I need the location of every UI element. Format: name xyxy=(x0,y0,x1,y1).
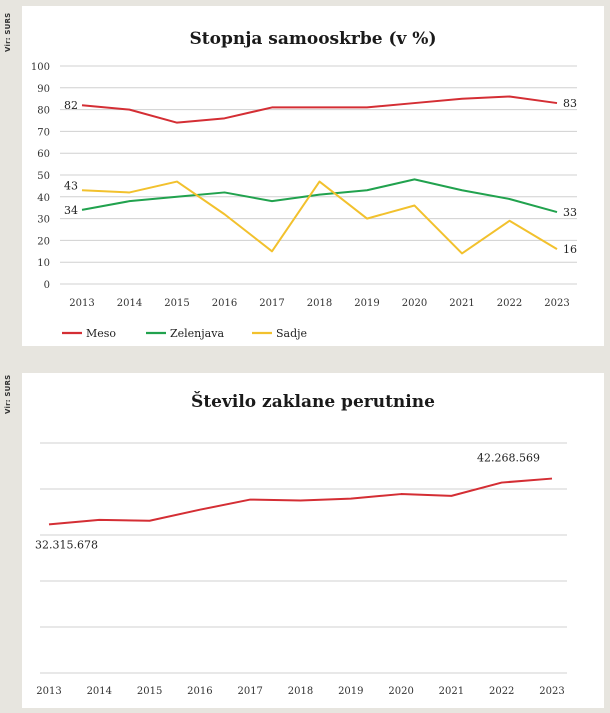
series-end-label: 33 xyxy=(563,206,577,219)
x-tick-label: 2022 xyxy=(497,298,522,309)
x-tick-label: 2019 xyxy=(354,298,379,309)
x-tick-label: 2015 xyxy=(137,686,162,697)
y-tick-label: 100 xyxy=(31,62,50,73)
x-tick-label: 2022 xyxy=(489,686,514,697)
chart-panel-self-sufficiency: Stopnja samooskrbe (v %) 100 90 80 70 60 50 40 3… xyxy=(22,6,604,346)
chart-panel-poultry: Število zaklane perutnine 2013 2014 2015 201… xyxy=(22,373,604,708)
y-tick-label: 60 xyxy=(37,149,50,160)
x-tick-label: 2017 xyxy=(259,298,284,309)
x-tick-label: 2013 xyxy=(36,686,61,697)
chart-title: Stopnja samooskrbe (v %) xyxy=(189,29,436,49)
y-tick-label: 40 xyxy=(37,193,50,204)
y-tick-label: 20 xyxy=(37,236,50,247)
series-start-label: 34 xyxy=(64,204,78,217)
x-tick-label: 2021 xyxy=(439,686,464,697)
y-tick-label: 30 xyxy=(37,215,50,226)
y-tick-label: 10 xyxy=(37,258,50,269)
x-tick-label: 2016 xyxy=(212,298,237,309)
x-tick-label: 2018 xyxy=(307,298,332,309)
x-tick-label: 2023 xyxy=(539,686,564,697)
x-tick-label: 2013 xyxy=(69,298,94,309)
x-tick-label: 2019 xyxy=(338,686,363,697)
x-tick-label: 2014 xyxy=(87,686,112,697)
chart-title: Število zaklane perutnine xyxy=(191,391,435,412)
x-tick-label: 2023 xyxy=(544,298,569,309)
poultry-chart: Število zaklane perutnine 2013 2014 2015 201… xyxy=(35,391,567,697)
x-tick-label: 2018 xyxy=(288,686,313,697)
series-start-label: 82 xyxy=(64,99,78,112)
x-tick-label: 2015 xyxy=(164,298,189,309)
x-tick-label: 2020 xyxy=(388,686,413,697)
legend-label: Zelenjava xyxy=(170,327,224,340)
y-tick-label: 50 xyxy=(37,171,50,182)
series-line-sadje xyxy=(81,180,558,255)
series-start-label: 32.315.678 xyxy=(35,538,98,551)
x-tick-label: 2020 xyxy=(402,298,427,309)
y-tick-label: 0 xyxy=(44,280,50,291)
series-line xyxy=(48,477,553,526)
y-tick-label: 70 xyxy=(37,127,50,138)
series-end-label: 42.268.569 xyxy=(477,452,540,465)
self-sufficiency-chart: Stopnja samooskrbe (v %)1009080706050403… xyxy=(31,29,577,340)
x-tick-label: 2017 xyxy=(237,686,262,697)
source-label: Vir: SURS xyxy=(4,374,12,414)
source-label: Vir: SURS xyxy=(4,12,12,52)
series-end-label: 83 xyxy=(563,97,577,110)
y-tick-label: 80 xyxy=(37,106,50,117)
legend-label: Sadje xyxy=(276,327,307,340)
series-start-label: 43 xyxy=(64,179,78,192)
x-tick-label: 2021 xyxy=(449,298,474,309)
x-tick-label: 2016 xyxy=(187,686,212,697)
y-tick-label: 90 xyxy=(37,84,50,95)
legend-label: Meso xyxy=(86,327,116,340)
series-line-zelenjava xyxy=(81,178,558,214)
series-end-label: 16 xyxy=(563,243,577,256)
x-tick-label: 2014 xyxy=(117,298,142,309)
